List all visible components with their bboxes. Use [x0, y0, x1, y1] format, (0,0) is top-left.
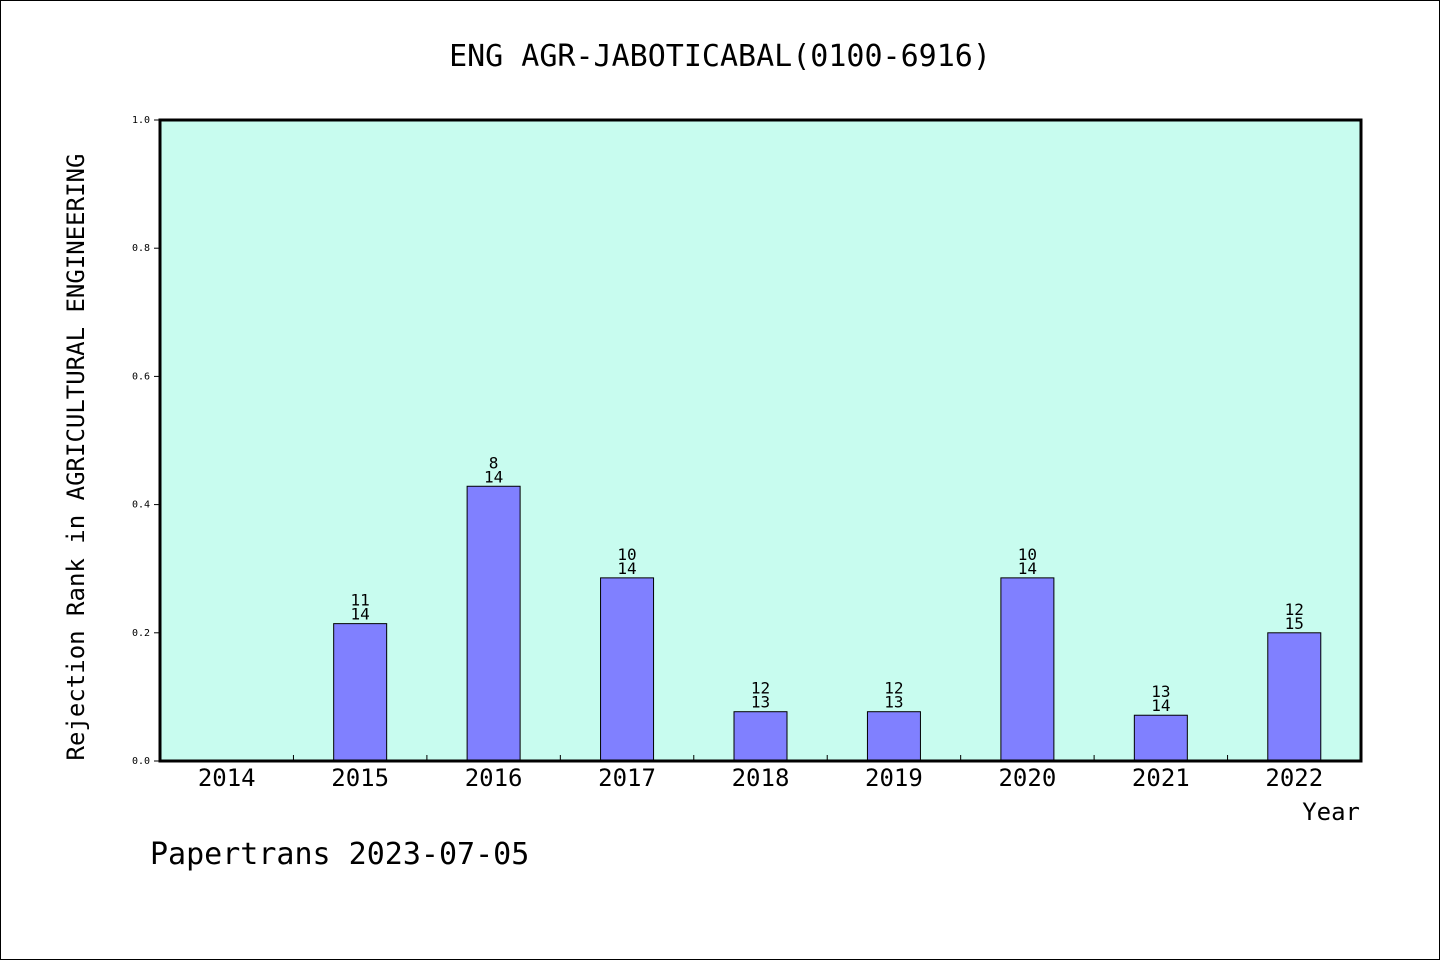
data-label-rank: 10 [617, 545, 636, 564]
x-tick-label: 2017 [598, 764, 656, 792]
data-label-total: 14 [484, 467, 503, 486]
data-label-total: 14 [1151, 696, 1170, 715]
data-label-total: 13 [884, 693, 903, 712]
x-tick-label: 2016 [465, 764, 523, 792]
data-label-total: 14 [351, 605, 370, 624]
footer-credit: Papertrans 2023-07-05 [150, 837, 529, 872]
plot-border [158, 118, 1363, 763]
y-tick-label: 0.0 [132, 756, 150, 767]
y-tick-label: 0.8 [132, 243, 150, 254]
bar [333, 623, 388, 762]
data-label-rank: 12 [751, 679, 770, 698]
y-tick-label: 0.4 [132, 500, 150, 511]
data-label-total: 13 [751, 693, 770, 712]
x-tick-label: 2019 [865, 764, 923, 792]
data-label-rank: 10 [1018, 545, 1037, 564]
bar [866, 711, 921, 762]
bar [600, 577, 655, 762]
y-tick-label: 0.2 [132, 628, 150, 639]
chart-title: ENG AGR-JABOTICABAL(0100-6916) [449, 39, 991, 74]
bar [466, 485, 521, 762]
x-tick-label: 2020 [998, 764, 1056, 792]
data-label-total: 14 [1018, 559, 1037, 578]
x-axis-label: Year [1302, 798, 1360, 826]
y-tick-label: 1.0 [132, 115, 150, 126]
y-tick-label: 0.6 [132, 371, 150, 382]
bar [1133, 714, 1188, 762]
y-axis-label: Rejection Rank in AGRICULTURAL ENGINEERI… [62, 154, 90, 761]
data-label-total: 15 [1285, 614, 1304, 633]
data-label-rank: 13 [1151, 682, 1170, 701]
data-label-rank: 8 [489, 453, 499, 472]
x-tick-label: 2015 [331, 764, 389, 792]
bar [1267, 632, 1322, 762]
x-tick-label: 2021 [1132, 764, 1190, 792]
data-label-rank: 12 [1285, 600, 1304, 619]
data-label-total: 14 [617, 559, 636, 578]
bar [1000, 577, 1055, 762]
x-tick-label: 2018 [732, 764, 790, 792]
x-tick-label: 2022 [1265, 764, 1323, 792]
bar [733, 711, 788, 762]
x-tick-label: 2014 [198, 764, 256, 792]
data-label-rank: 12 [884, 679, 903, 698]
data-label-rank: 11 [351, 591, 370, 610]
